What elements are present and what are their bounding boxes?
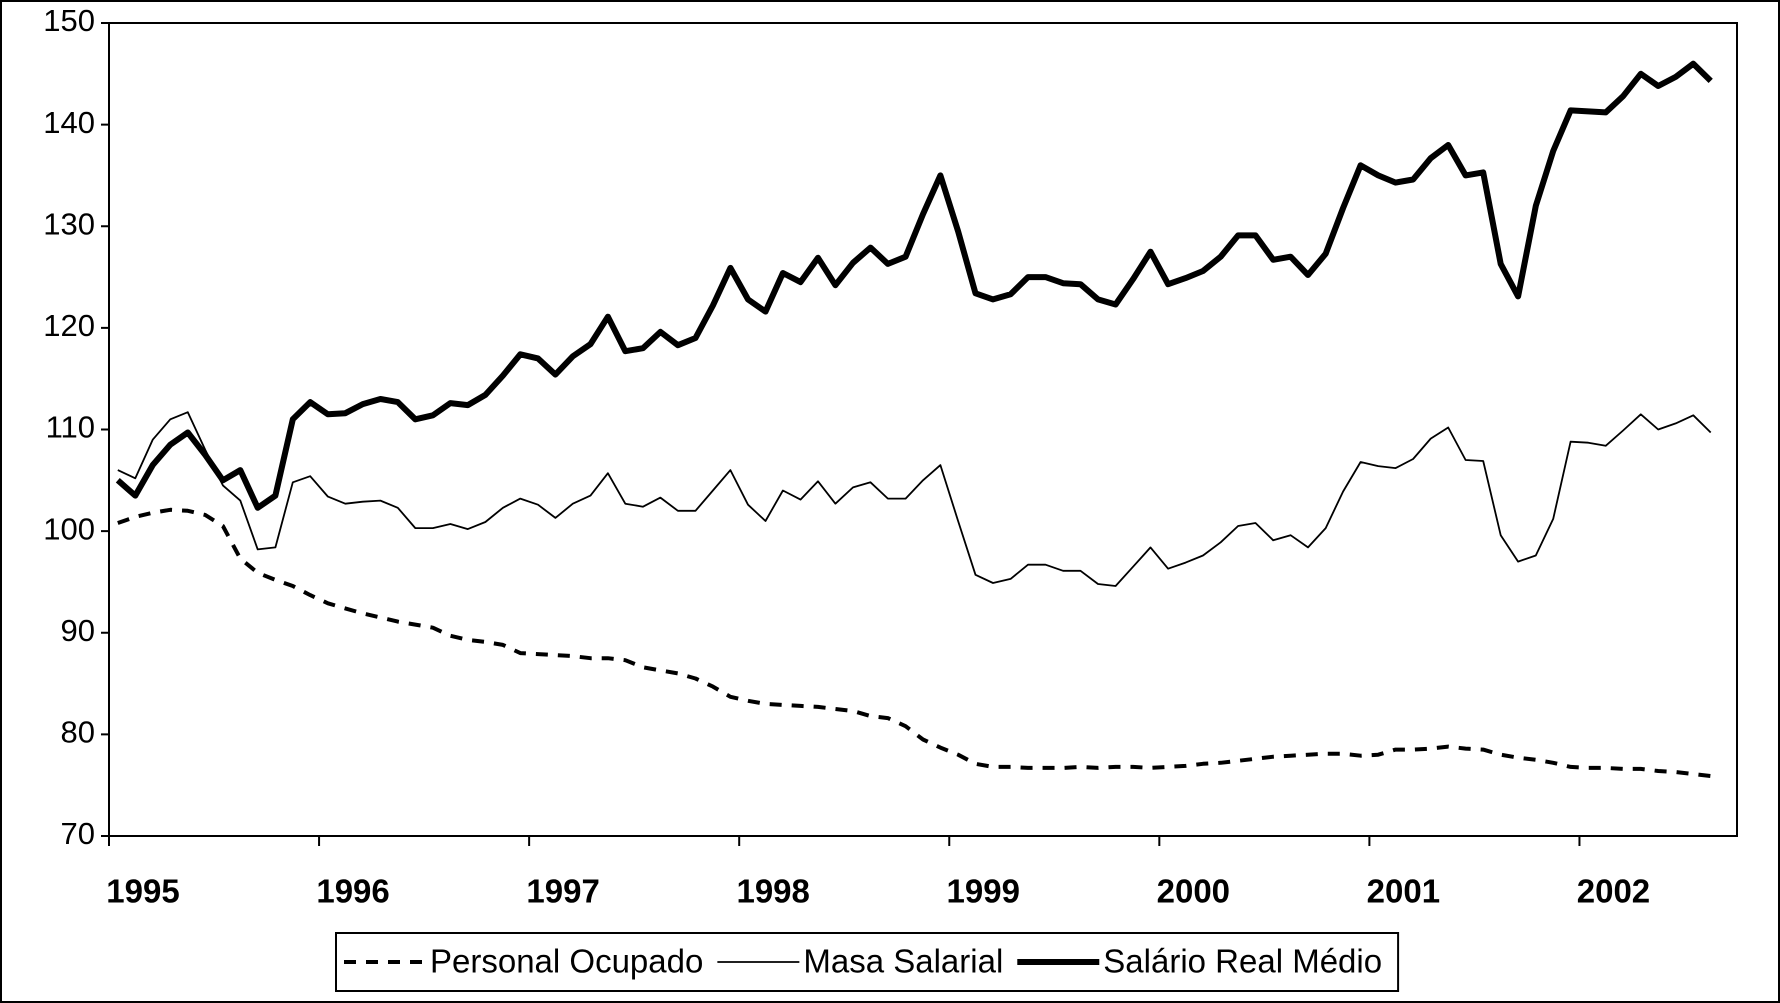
legend-box [335,932,1400,992]
y-tick-label: 100 [43,511,95,546]
legend: Personal Ocupado Masa Salarial Salário Rea… [335,932,1400,992]
y-tick-label: 80 [61,715,95,750]
x-tick-label: 1996 [316,873,389,910]
series-line [117,507,1711,778]
y-tick-label: 70 [61,816,95,851]
y-tick-label: 90 [61,613,95,648]
legend-label: Masa Salarial [803,943,1003,980]
y-tick-label: 140 [43,105,95,140]
x-tick-label: 1999 [947,873,1020,910]
y-tick-label: 110 [46,410,95,445]
series-line [115,60,1713,511]
x-tick-label: 1997 [526,873,599,910]
x-tick-label: 1998 [736,873,809,910]
legend-label: Salário Real Médio [1103,943,1382,980]
legend-label: Personal Ocupado [430,943,703,980]
plot-frame [108,22,1738,837]
y-tick-label: 130 [43,206,95,241]
y-tick-label: 150 [43,3,95,38]
x-tick-label: 1995 [106,873,179,910]
y-tick-label: 120 [43,308,95,343]
x-tick-label: 2000 [1157,873,1230,910]
x-tick-label: 2002 [1577,873,1650,910]
series-line [117,411,1712,587]
x-tick-label: 2001 [1367,873,1440,910]
